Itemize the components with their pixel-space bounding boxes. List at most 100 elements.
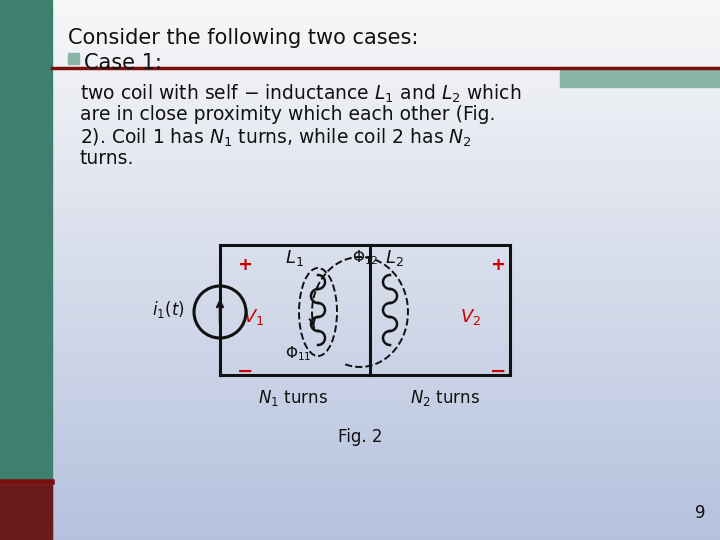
Bar [0, 524, 720, 526]
Bar [0, 162, 720, 165]
Bar [0, 302, 720, 305]
Bar [0, 181, 720, 184]
Bar [0, 386, 720, 389]
Bar [0, 140, 720, 143]
Bar [560, 67, 720, 87]
Bar [0, 518, 720, 521]
Bar [0, 397, 720, 400]
Text: are in close proximity which each other (Fig.: are in close proximity which each other … [80, 105, 495, 124]
Bar [0, 19, 720, 22]
Bar [0, 464, 720, 467]
Bar [0, 113, 720, 116]
Bar [0, 148, 720, 151]
Bar [0, 278, 720, 281]
Bar [0, 338, 720, 340]
Bar [0, 529, 720, 532]
Bar [0, 300, 720, 302]
Bar [0, 146, 720, 148]
Bar [0, 413, 720, 416]
Bar [0, 219, 720, 221]
Bar [0, 70, 720, 73]
Text: Case 1:: Case 1: [84, 53, 162, 73]
Bar [0, 89, 720, 92]
Bar [0, 205, 720, 208]
Bar [0, 356, 720, 359]
Bar [0, 132, 720, 135]
Bar [0, 194, 720, 197]
Bar [0, 429, 720, 432]
Bar [0, 68, 720, 70]
Bar [0, 76, 720, 78]
Bar [0, 192, 720, 194]
Bar [0, 49, 720, 51]
Bar [0, 535, 720, 537]
Bar [0, 456, 720, 459]
Bar [0, 73, 720, 76]
Bar [0, 475, 720, 478]
Text: $\Phi_{11}$: $\Phi_{11}$ [285, 344, 312, 363]
Bar [0, 65, 720, 68]
Bar [0, 459, 720, 462]
Bar [0, 389, 720, 392]
Bar [0, 364, 720, 367]
Text: $i_1(t)$: $i_1(t)$ [152, 299, 184, 320]
Bar [0, 424, 720, 427]
Bar [0, 284, 720, 286]
Bar [0, 486, 720, 489]
Bar [0, 508, 720, 510]
Bar [0, 202, 720, 205]
Bar [0, 483, 720, 486]
Bar [0, 138, 720, 140]
Bar [0, 5, 720, 8]
Bar [0, 510, 720, 513]
Bar [0, 251, 720, 254]
Bar [0, 324, 720, 327]
Bar [0, 124, 720, 127]
Bar [0, 24, 720, 27]
Bar [0, 130, 720, 132]
Bar [0, 216, 720, 219]
Bar [0, 108, 720, 111]
Bar [0, 448, 720, 451]
Bar [0, 313, 720, 316]
Bar [0, 54, 720, 57]
Bar [0, 435, 720, 437]
Bar [0, 197, 720, 200]
Bar [0, 351, 720, 354]
Text: $N_2$ turns: $N_2$ turns [410, 388, 480, 408]
Bar [0, 348, 720, 351]
Bar [0, 316, 720, 319]
Bar [0, 100, 720, 103]
Bar [0, 189, 720, 192]
Bar [0, 213, 720, 216]
Bar [0, 167, 720, 170]
Bar [0, 462, 720, 464]
Bar [0, 400, 720, 402]
Bar [0, 472, 720, 475]
Bar [0, 310, 720, 313]
Bar [0, 97, 720, 100]
Bar [0, 329, 720, 332]
Bar [0, 224, 720, 227]
Bar [0, 432, 720, 435]
Bar [0, 111, 720, 113]
Bar [0, 259, 720, 262]
Bar [0, 437, 720, 440]
Bar [0, 35, 720, 38]
Text: 9: 9 [696, 504, 706, 522]
Bar [0, 30, 720, 32]
Bar [0, 92, 720, 94]
Text: Consider the following two cases:: Consider the following two cases: [68, 28, 418, 48]
Bar [0, 200, 720, 202]
Bar [0, 57, 720, 59]
Bar [0, 186, 720, 189]
Bar [0, 165, 720, 167]
Text: +: + [490, 256, 505, 274]
Bar [0, 500, 720, 502]
Bar [0, 502, 720, 505]
Bar [0, 11, 720, 14]
Bar [0, 40, 720, 43]
Bar [0, 532, 720, 535]
Bar [0, 478, 720, 481]
Bar [0, 78, 720, 81]
